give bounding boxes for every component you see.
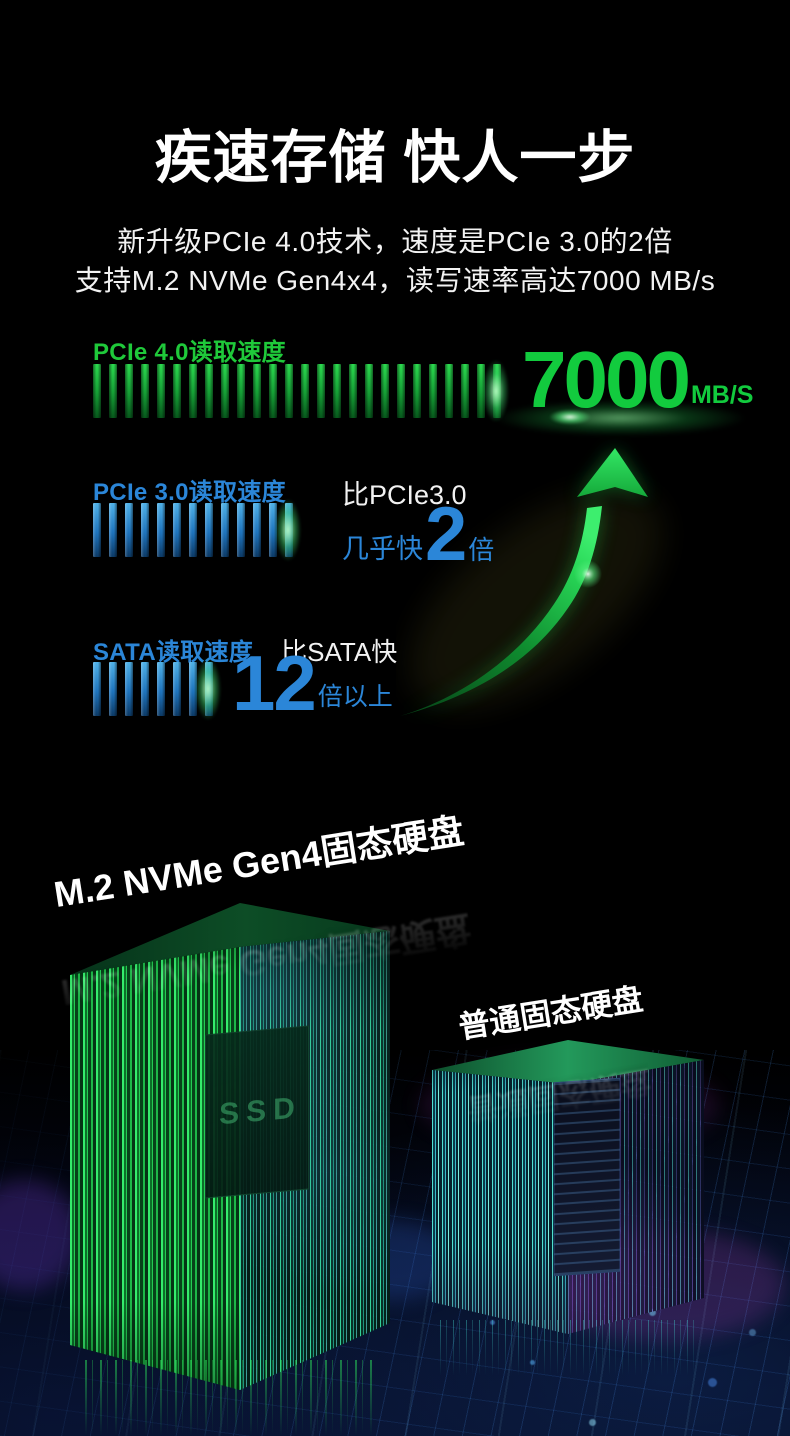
- pcie4-speed-value: 7000: [522, 335, 691, 424]
- sata-label-row: SATA读取速度 比SATA快: [93, 632, 397, 669]
- nvme-tower: SSD: [70, 903, 390, 1390]
- sata-speed-bars: [93, 658, 221, 720]
- ssd-panel: SSD: [205, 1025, 309, 1199]
- pcie3-speed-label: PCIe 3.0读取速度: [93, 479, 286, 506]
- sata-compare-value-group: 12 倍以上: [232, 639, 393, 727]
- sata-tower-under-rays: [440, 1320, 696, 1376]
- pcie4-speed-unit: MB/S: [690, 380, 754, 409]
- sata-tower-label: 普通固态硬盘: [456, 981, 646, 1046]
- pcie3-compare-prefix: 几乎快: [342, 533, 423, 564]
- page-title: 疾速存储 快人一步: [154, 126, 636, 190]
- subtitle-line-1: 新升级PCIe 4.0技术，速度是PCIe 3.0的2倍: [117, 226, 673, 257]
- ssd-comparison-scene: SSD M.2 NVMe Gen4固态硬盘 M.2 NVMe Gen4固态硬盘 …: [0, 800, 790, 1436]
- pcie3-compare-value: 2: [425, 492, 467, 577]
- sata-speed-label: SATA读取速度: [93, 639, 254, 666]
- sata-tower-left-face: [432, 1070, 568, 1334]
- pcie3-compare-value-group: 几乎快 2 倍: [342, 492, 495, 577]
- sata-compare-value: 12: [232, 639, 317, 727]
- ssd-panel-text: SSD: [219, 1091, 302, 1132]
- nvme-tower-label: M.2 NVMe Gen4固态硬盘: [51, 809, 467, 916]
- sata-tower: [432, 1040, 704, 1334]
- pcie4-speed-bars: [93, 360, 509, 422]
- sata-compare-caption: 比SATA快: [281, 637, 398, 667]
- pcie3-compare-caption: 比PCIe3.0: [342, 480, 467, 510]
- pcie3-speed-bars: [93, 499, 301, 561]
- subtitle-line-2: 支持M.2 NVMe Gen4x4，读写速率高达7000 MB/s: [74, 265, 716, 296]
- nvme-tower-under-rays: [85, 1360, 375, 1436]
- growth-arrow-icon: [400, 448, 663, 716]
- pcie4-speed-value-group: 7000 MB/S: [522, 335, 754, 424]
- pcie3-compare-unit: 倍: [468, 534, 495, 565]
- lens-flare-core: [540, 406, 600, 428]
- sata-compare-unit: 倍以上: [317, 683, 393, 712]
- pcie4-speed-label: PCIe 4.0读取速度: [93, 339, 286, 366]
- lens-flare: [452, 394, 788, 442]
